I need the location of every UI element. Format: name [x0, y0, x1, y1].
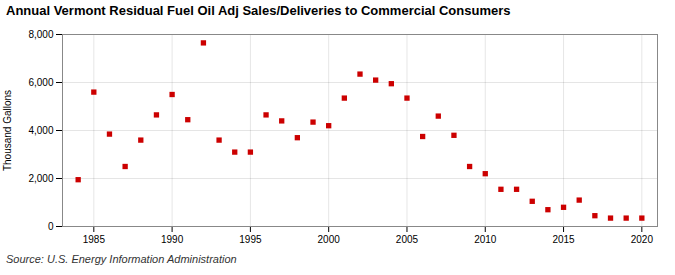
svg-text:2000: 2000	[318, 234, 341, 245]
html-text:Source: U.S. Energy Informatio: Source: U.S. Energy Information Administ…	[6, 253, 237, 265]
svg-text:2,000: 2,000	[28, 173, 53, 184]
svg-text:1990: 1990	[161, 234, 184, 245]
svg-text:1985: 1985	[83, 234, 106, 245]
svg-text:1995: 1995	[239, 234, 262, 245]
svg-text:2005: 2005	[396, 234, 419, 245]
svg-text:6,000: 6,000	[28, 77, 53, 88]
svg-text:2020: 2020	[631, 234, 654, 245]
svg-text:2015: 2015	[552, 234, 575, 245]
svg-text:0: 0	[48, 221, 54, 232]
html-text:Annual Vermont Residual Fuel O: Annual Vermont Residual Fuel Oil Adj Sal…	[6, 3, 511, 18]
svg-text:Thousand Gallons: Thousand Gallons	[2, 90, 13, 171]
svg-text:4,000: 4,000	[28, 125, 53, 136]
svg-text:8,000: 8,000	[28, 29, 53, 40]
svg-text:2010: 2010	[474, 234, 497, 245]
